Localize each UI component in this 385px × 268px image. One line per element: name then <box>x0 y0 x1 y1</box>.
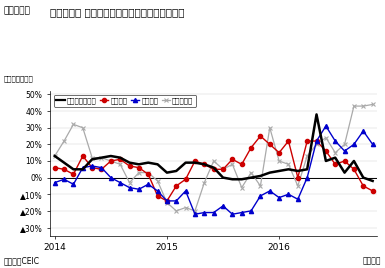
Text: （資料）CEIC: （資料）CEIC <box>4 256 40 265</box>
Text: （月次）: （月次） <box>363 256 381 265</box>
Text: （図表５）: （図表５） <box>4 7 31 16</box>
Legend: 工業生産量指数, 電気機械, 食品加工, 機械・設備: 工業生産量指数, 電気機械, 食品加工, 機械・設備 <box>54 95 196 107</box>
Text: フィリピン 工業生産量指数（業種別）の伸び率: フィリピン 工業生産量指数（業種別）の伸び率 <box>50 7 184 17</box>
Text: （前年同月比）: （前年同月比） <box>4 75 33 82</box>
